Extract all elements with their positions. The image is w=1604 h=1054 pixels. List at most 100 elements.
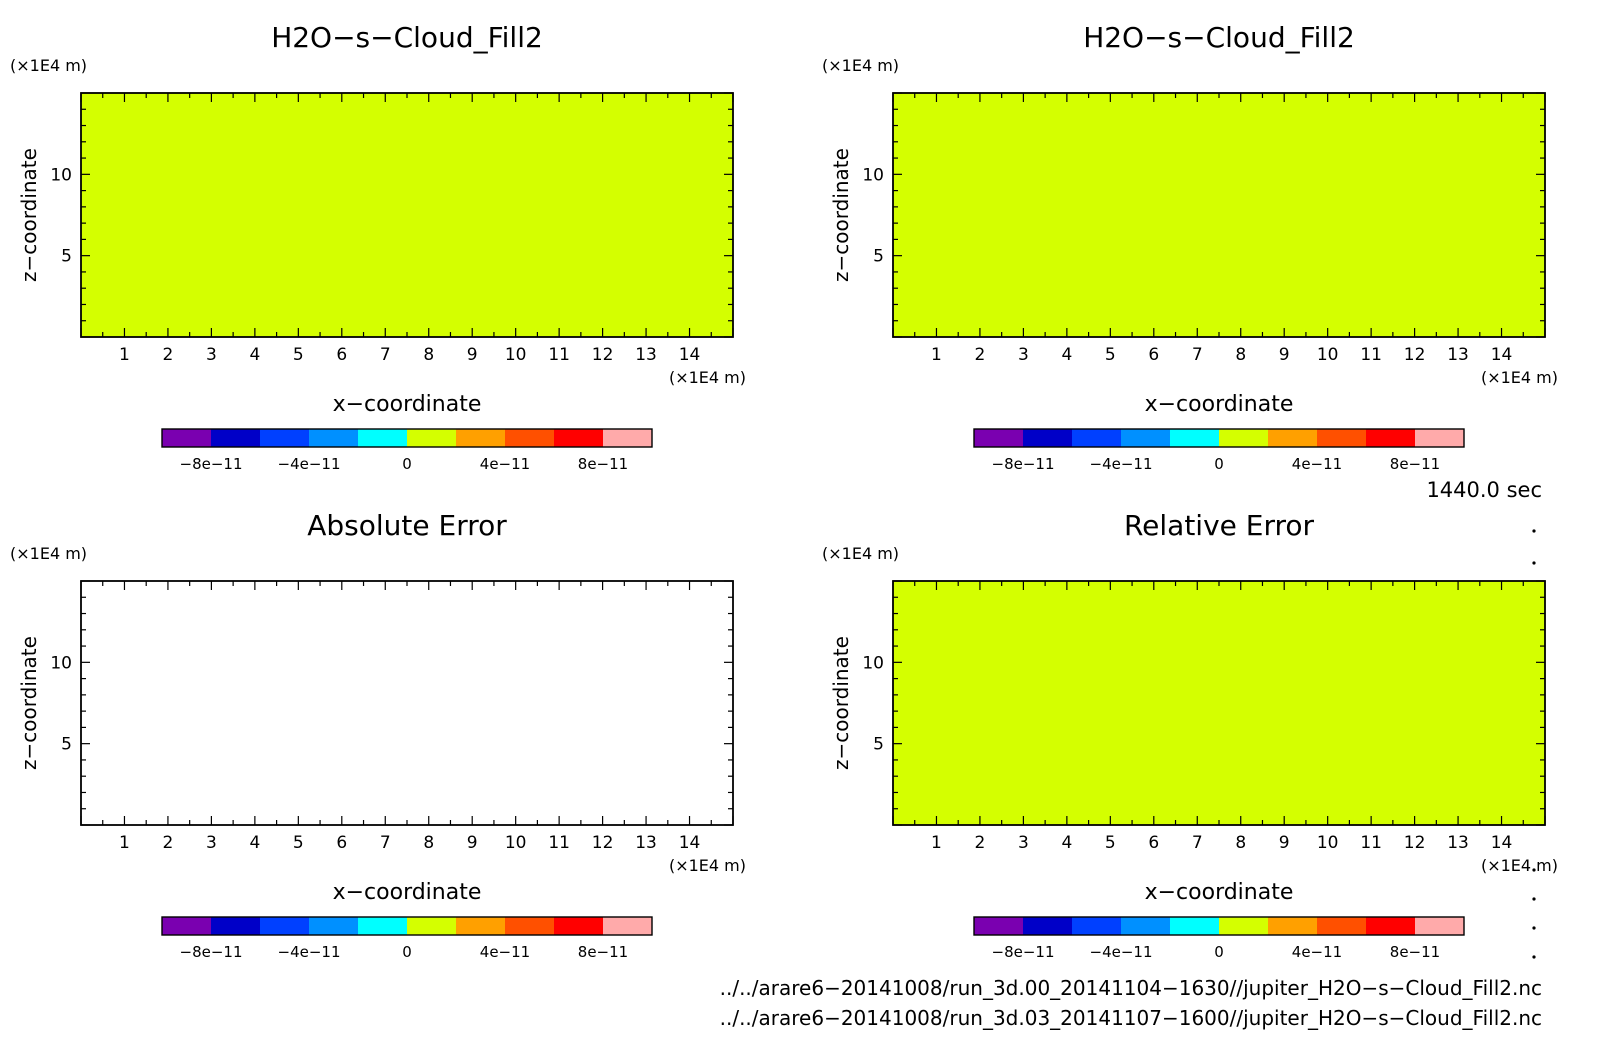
y-tick-label: 10 (862, 165, 884, 185)
colorbar-label: −4e−11 (1090, 943, 1153, 961)
colorbar-label: 8e−11 (578, 943, 628, 961)
x-tick-label: 3 (1018, 833, 1029, 853)
x-tick-label: 13 (1447, 833, 1469, 853)
colorbar-frame (161, 428, 653, 448)
chart-title: H2O−s−Cloud_Fill2 (271, 21, 543, 54)
y-unit-label: (×1E4 m) (822, 544, 899, 563)
colorbar-frame (973, 916, 1465, 936)
x-tick-label: 2 (975, 833, 986, 853)
x-tick-label: 2 (975, 345, 986, 365)
time-label: 1440.0 sec (1426, 478, 1542, 502)
plot-frame (892, 580, 1546, 826)
colorbar-swatch (603, 429, 652, 447)
colorbar-swatch (974, 917, 1023, 935)
margin-dots (1532, 529, 1536, 959)
plot-area-fill (81, 93, 733, 337)
colorbar-swatch (1072, 429, 1121, 447)
y-tick-label: 5 (873, 247, 884, 267)
colorbar-swatch (554, 917, 603, 935)
x-tick-label: 13 (635, 345, 657, 365)
file-path-2: ../../arare6−20141008/run_3d.03_20141107… (720, 1006, 1542, 1030)
colorbar-swatch (407, 917, 456, 935)
x-tick-label: 5 (1105, 345, 1116, 365)
x-tick-label: 6 (1148, 833, 1159, 853)
x-tick-label: 12 (1404, 345, 1426, 365)
colorbar-swatch (1317, 917, 1366, 935)
x-unit-label: (×1E4 m) (669, 856, 746, 875)
colorbar-swatch (554, 429, 603, 447)
x-tick-label: 1 (931, 833, 942, 853)
x-tick-label: 12 (1404, 833, 1426, 853)
x-tick-label: 8 (423, 833, 434, 853)
x-tick-label: 7 (380, 833, 391, 853)
x-tick-label: 7 (1192, 833, 1203, 853)
x-tick-label: 4 (1061, 345, 1072, 365)
colorbar-swatch (1170, 429, 1219, 447)
x-tick-label: 6 (1148, 345, 1159, 365)
plot-area-fill (893, 93, 1545, 337)
colorbar-swatch (1268, 429, 1317, 447)
x-tick-label: 8 (423, 345, 434, 365)
colorbar-label: 8e−11 (578, 455, 628, 473)
margin-dot (1532, 868, 1536, 872)
y-tick-label: 10 (50, 653, 72, 673)
plot-area-fill (893, 581, 1545, 825)
colorbar-swatch (456, 429, 505, 447)
x-tick-label: 5 (293, 345, 304, 365)
x-tick-label: 4 (1061, 833, 1072, 853)
colorbar-swatch (162, 429, 211, 447)
colorbar-swatch (974, 429, 1023, 447)
x-tick-label: 5 (293, 833, 304, 853)
plot-frame (892, 92, 1546, 338)
colorbar-swatch (211, 917, 260, 935)
colorbar-label: −4e−11 (278, 943, 341, 961)
x-tick-label: 4 (249, 833, 260, 853)
y-unit-label: (×1E4 m) (10, 544, 87, 563)
chart-panel-4: Relative Error(×1E4 m)1 2 3 4 5 6 7 8 9 10 11 12 13 1… (822, 509, 1558, 961)
x-tick-label: 14 (1491, 345, 1513, 365)
y-tick-label: 5 (61, 247, 72, 267)
colorbar-label: −8e−11 (992, 943, 1055, 961)
x-tick-label: 10 (1317, 833, 1339, 853)
file-path-1: ../../arare6−20141008/run_3d.00_20141104… (720, 976, 1542, 1000)
y-unit-label: (×1E4 m) (822, 56, 899, 75)
y-tick-label: 10 (862, 653, 884, 673)
colorbar-swatch (1366, 917, 1415, 935)
x-tick-label: 8 (1235, 833, 1246, 853)
x-axis-title: x−coordinate (333, 880, 482, 905)
y-axis-title: z−coordinate (17, 636, 41, 770)
x-tick-label: 3 (206, 833, 217, 853)
colorbar-label: −8e−11 (180, 943, 243, 961)
colorbar-swatch (456, 917, 505, 935)
plot-frame (80, 92, 734, 338)
colorbar-label: −8e−11 (992, 455, 1055, 473)
colorbar-label: 8e−11 (1390, 455, 1440, 473)
x-tick-label: 13 (1447, 345, 1469, 365)
colorbar-label: 0 (1214, 455, 1224, 473)
colorbar-label: −8e−11 (180, 455, 243, 473)
x-tick-label: 12 (592, 345, 614, 365)
colorbar-swatch (260, 429, 309, 447)
x-tick-label: 7 (380, 345, 391, 365)
x-tick-label: 14 (679, 345, 701, 365)
x-tick-label: 12 (592, 833, 614, 853)
colorbar-swatch (309, 429, 358, 447)
x-tick-label: 9 (1279, 833, 1290, 853)
colorbar-swatch (603, 917, 652, 935)
x-tick-label: 3 (206, 345, 217, 365)
x-unit-label: (×1E4 m) (1481, 856, 1558, 875)
x-unit-label: (×1E4 m) (1481, 368, 1558, 387)
y-axis-title: z−coordinate (829, 148, 853, 282)
margin-dot (1532, 529, 1536, 533)
colorbar-swatch (505, 429, 554, 447)
margin-dot (1532, 926, 1536, 930)
x-tick-label: 5 (1105, 833, 1116, 853)
y-tick-label: 5 (61, 735, 72, 755)
colorbar-swatch (1415, 917, 1464, 935)
colorbar: −8e−11 −4e−11 0 4e−11 8e−11 (161, 916, 653, 961)
colorbar-swatch (1072, 917, 1121, 935)
y-unit-label: (×1E4 m) (10, 56, 87, 75)
colorbar-frame (973, 428, 1465, 448)
x-tick-label: 2 (163, 833, 174, 853)
x-tick-label: 14 (679, 833, 701, 853)
